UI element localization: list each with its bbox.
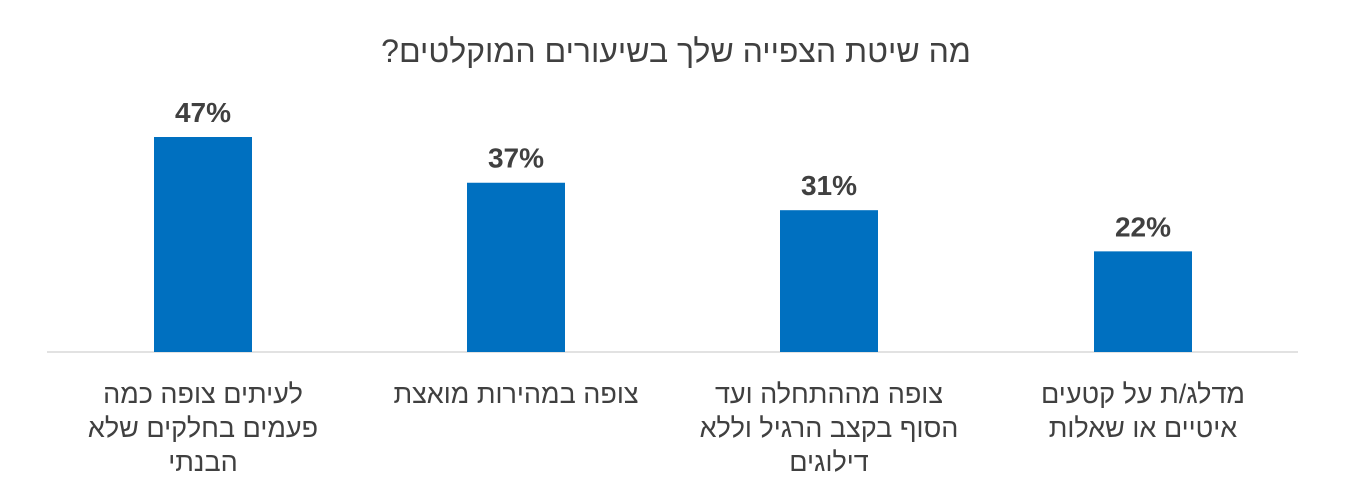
data-label-3: 31% (801, 170, 857, 201)
category-label-3-line-2: הסוף בקצב הרגיל וללא (700, 413, 959, 443)
category-label-3-line-1: צופה מההתחלה ועד (715, 379, 943, 409)
category-label-1-line-1: לעיתים צופה כמה (103, 379, 303, 409)
bar-2 (467, 182, 565, 352)
data-label-4: 22% (1115, 211, 1171, 242)
data-label-1: 47% (175, 97, 231, 128)
bar-4 (1094, 251, 1192, 352)
category-label-2-line-1: צופה במהירות מואצת (393, 379, 638, 409)
category-labels-group: לעיתים צופה כמה פעמים בחלקים שלא הבנתי צופה… (88, 379, 1245, 477)
data-label-2: 37% (488, 143, 544, 174)
data-labels-group: 47% 37% 31% 22% (175, 97, 1171, 242)
category-label-4-line-1: מדלג/ת על קטעים (1041, 379, 1245, 409)
category-label-1-line-3: הבנתי (168, 447, 237, 477)
bar-3 (780, 210, 878, 352)
category-label-4-line-2: איטיים או שאלות (1049, 413, 1238, 443)
bars-group (154, 137, 1192, 352)
category-label-3-line-3: דילוגים (789, 447, 869, 477)
bar-1 (154, 137, 252, 352)
category-label-1-line-2: פעמים בחלקים שלא (88, 413, 318, 443)
chart-title: מה שיטת הצפייה שלך בשיעורים המוקלטים? (381, 33, 971, 69)
